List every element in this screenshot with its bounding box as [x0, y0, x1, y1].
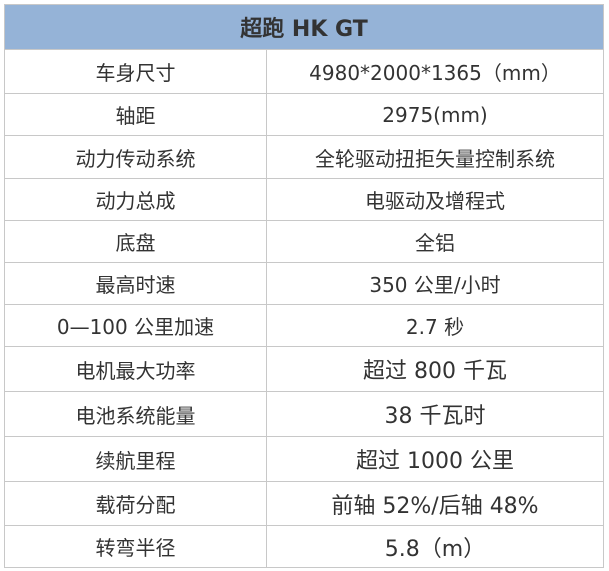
table-row: 最高时速 350 公里/小时 [4, 262, 604, 305]
spec-label: 0—100 公里加速 [4, 304, 267, 347]
table-title: 超跑 HK GT [4, 4, 604, 50]
spec-label: 动力传动系统 [4, 135, 267, 179]
spec-label: 续航里程 [4, 436, 267, 482]
spec-value: 电驱动及增程式 [266, 178, 604, 221]
table-row: 转弯半径 5.8（m） [4, 525, 604, 568]
spec-value: 5.8（m） [266, 525, 604, 568]
spec-label: 载荷分配 [4, 481, 267, 526]
spec-label: 轴距 [4, 93, 267, 136]
spec-value: 全轮驱动扭拒矢量控制系统 [266, 135, 604, 179]
table-row: 0—100 公里加速 2.7 秒 [4, 304, 604, 347]
spec-label: 转弯半径 [4, 525, 267, 568]
table-row: 电池系统能量 38 千瓦时 [4, 391, 604, 437]
spec-table: 超跑 HK GT 车身尺寸 4980*2000*1365（mm） 轴距 2975(mm… [4, 4, 604, 568]
spec-label: 动力总成 [4, 178, 267, 221]
table-row: 轴距 2975(mm) [4, 93, 604, 136]
spec-label: 电池系统能量 [4, 391, 267, 437]
spec-label: 车身尺寸 [4, 49, 267, 94]
spec-label: 电机最大功率 [4, 346, 267, 392]
table-row: 动力传动系统 全轮驱动扭拒矢量控制系统 [4, 135, 604, 179]
spec-value: 2975(mm) [266, 93, 604, 136]
table-row: 载荷分配 前轴 52%/后轴 48% [4, 481, 604, 526]
spec-label: 最高时速 [4, 262, 267, 305]
spec-value: 350 公里/小时 [266, 262, 604, 305]
table-row: 车身尺寸 4980*2000*1365（mm） [4, 49, 604, 94]
spec-value: 38 千瓦时 [266, 391, 604, 437]
table-row: 动力总成 电驱动及增程式 [4, 178, 604, 221]
spec-value: 超过 1000 公里 [266, 436, 604, 482]
table-row: 电机最大功率 超过 800 千瓦 [4, 346, 604, 392]
spec-value: 2.7 秒 [266, 304, 604, 347]
table-row: 续航里程 超过 1000 公里 [4, 436, 604, 482]
spec-value: 超过 800 千瓦 [266, 346, 604, 392]
table-row: 底盘 全铝 [4, 220, 604, 263]
spec-value: 前轴 52%/后轴 48% [266, 481, 604, 526]
spec-value: 4980*2000*1365（mm） [266, 49, 604, 94]
spec-label: 底盘 [4, 220, 267, 263]
spec-value: 全铝 [266, 220, 604, 263]
